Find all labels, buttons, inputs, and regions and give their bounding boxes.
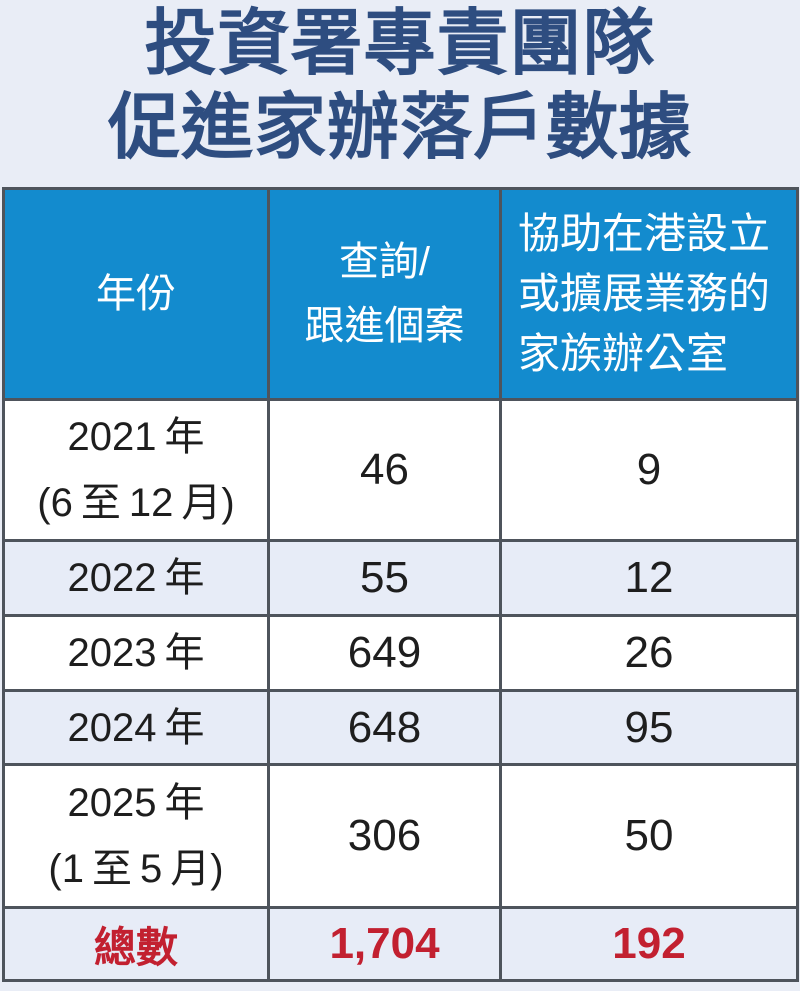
family-offices-cell: 12 (499, 539, 799, 617)
table-row: 2021 年 (6 至 12 月) 46 9 (2, 398, 799, 542)
header-inquiries: 查詢/ 跟進個案 (267, 187, 502, 401)
family-offices-cell: 50 (499, 763, 799, 909)
inquiries-cell: 306 (267, 763, 502, 909)
family-offices-cell: 9 (499, 398, 799, 542)
year-cell: 2023 年 (2, 614, 270, 692)
page-title: 投資署專責團隊 促進家辦落戶數據 (107, 4, 692, 168)
data-table: 年份 查詢/ 跟進個案 協助在港設立 或擴展業務的 家族辦公室 2021 年 (… (2, 187, 799, 982)
table-row: 2024 年 648 95 (2, 689, 799, 766)
table-header-row: 年份 查詢/ 跟進個案 協助在港設立 或擴展業務的 家族辦公室 (2, 187, 799, 401)
year-cell: 2024 年 (2, 689, 270, 766)
table-total-row: 總數 1,704 192 (2, 906, 799, 982)
inquiries-cell: 55 (267, 539, 502, 617)
family-offices-cell: 26 (499, 614, 799, 692)
header-year: 年份 (2, 187, 270, 401)
total-label: 總數 (2, 906, 270, 982)
inquiries-cell: 46 (267, 398, 502, 542)
year-cell: 2021 年 (6 至 12 月) (2, 398, 270, 542)
year-cell: 2022 年 (2, 539, 270, 617)
year-cell: 2025 年 (1 至 5 月) (2, 763, 270, 909)
total-family-offices: 192 (499, 906, 799, 982)
inquiries-cell: 649 (267, 614, 502, 692)
total-inquiries: 1,704 (267, 906, 502, 982)
header-family-offices: 協助在港設立 或擴展業務的 家族辦公室 (499, 187, 799, 401)
table-row: 2025 年 (1 至 5 月) 306 50 (2, 763, 799, 909)
inquiries-cell: 648 (267, 689, 502, 766)
family-offices-cell: 95 (499, 689, 799, 766)
table-row: 2023 年 649 26 (2, 614, 799, 692)
table-row: 2022 年 55 12 (2, 539, 799, 617)
